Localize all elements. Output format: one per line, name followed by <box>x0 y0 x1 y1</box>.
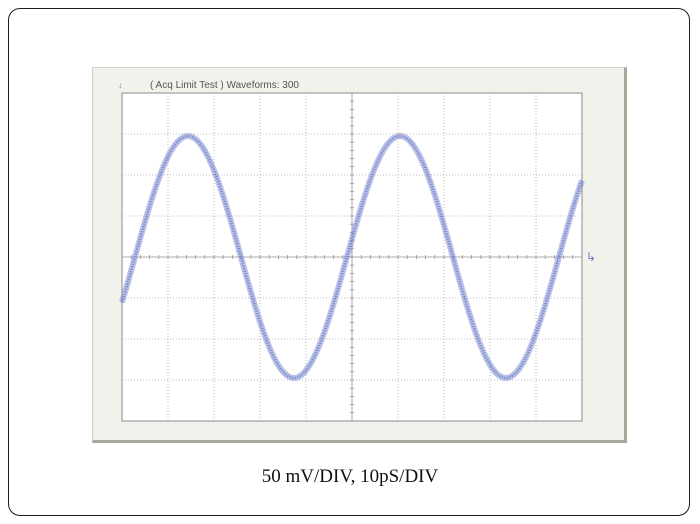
acquisition-status: ( Acq Limit Test ) Waveforms: 300 <box>150 80 299 91</box>
reference-level-icon: ↳ <box>586 250 597 264</box>
trigger-marker-icon: ↓ <box>118 80 123 90</box>
waveform-line <box>120 134 584 380</box>
waveform-trace <box>119 133 585 381</box>
scale-caption: 50 mV/DIV, 10pS/DIV <box>261 466 439 487</box>
center-axis-ticks <box>121 92 583 422</box>
